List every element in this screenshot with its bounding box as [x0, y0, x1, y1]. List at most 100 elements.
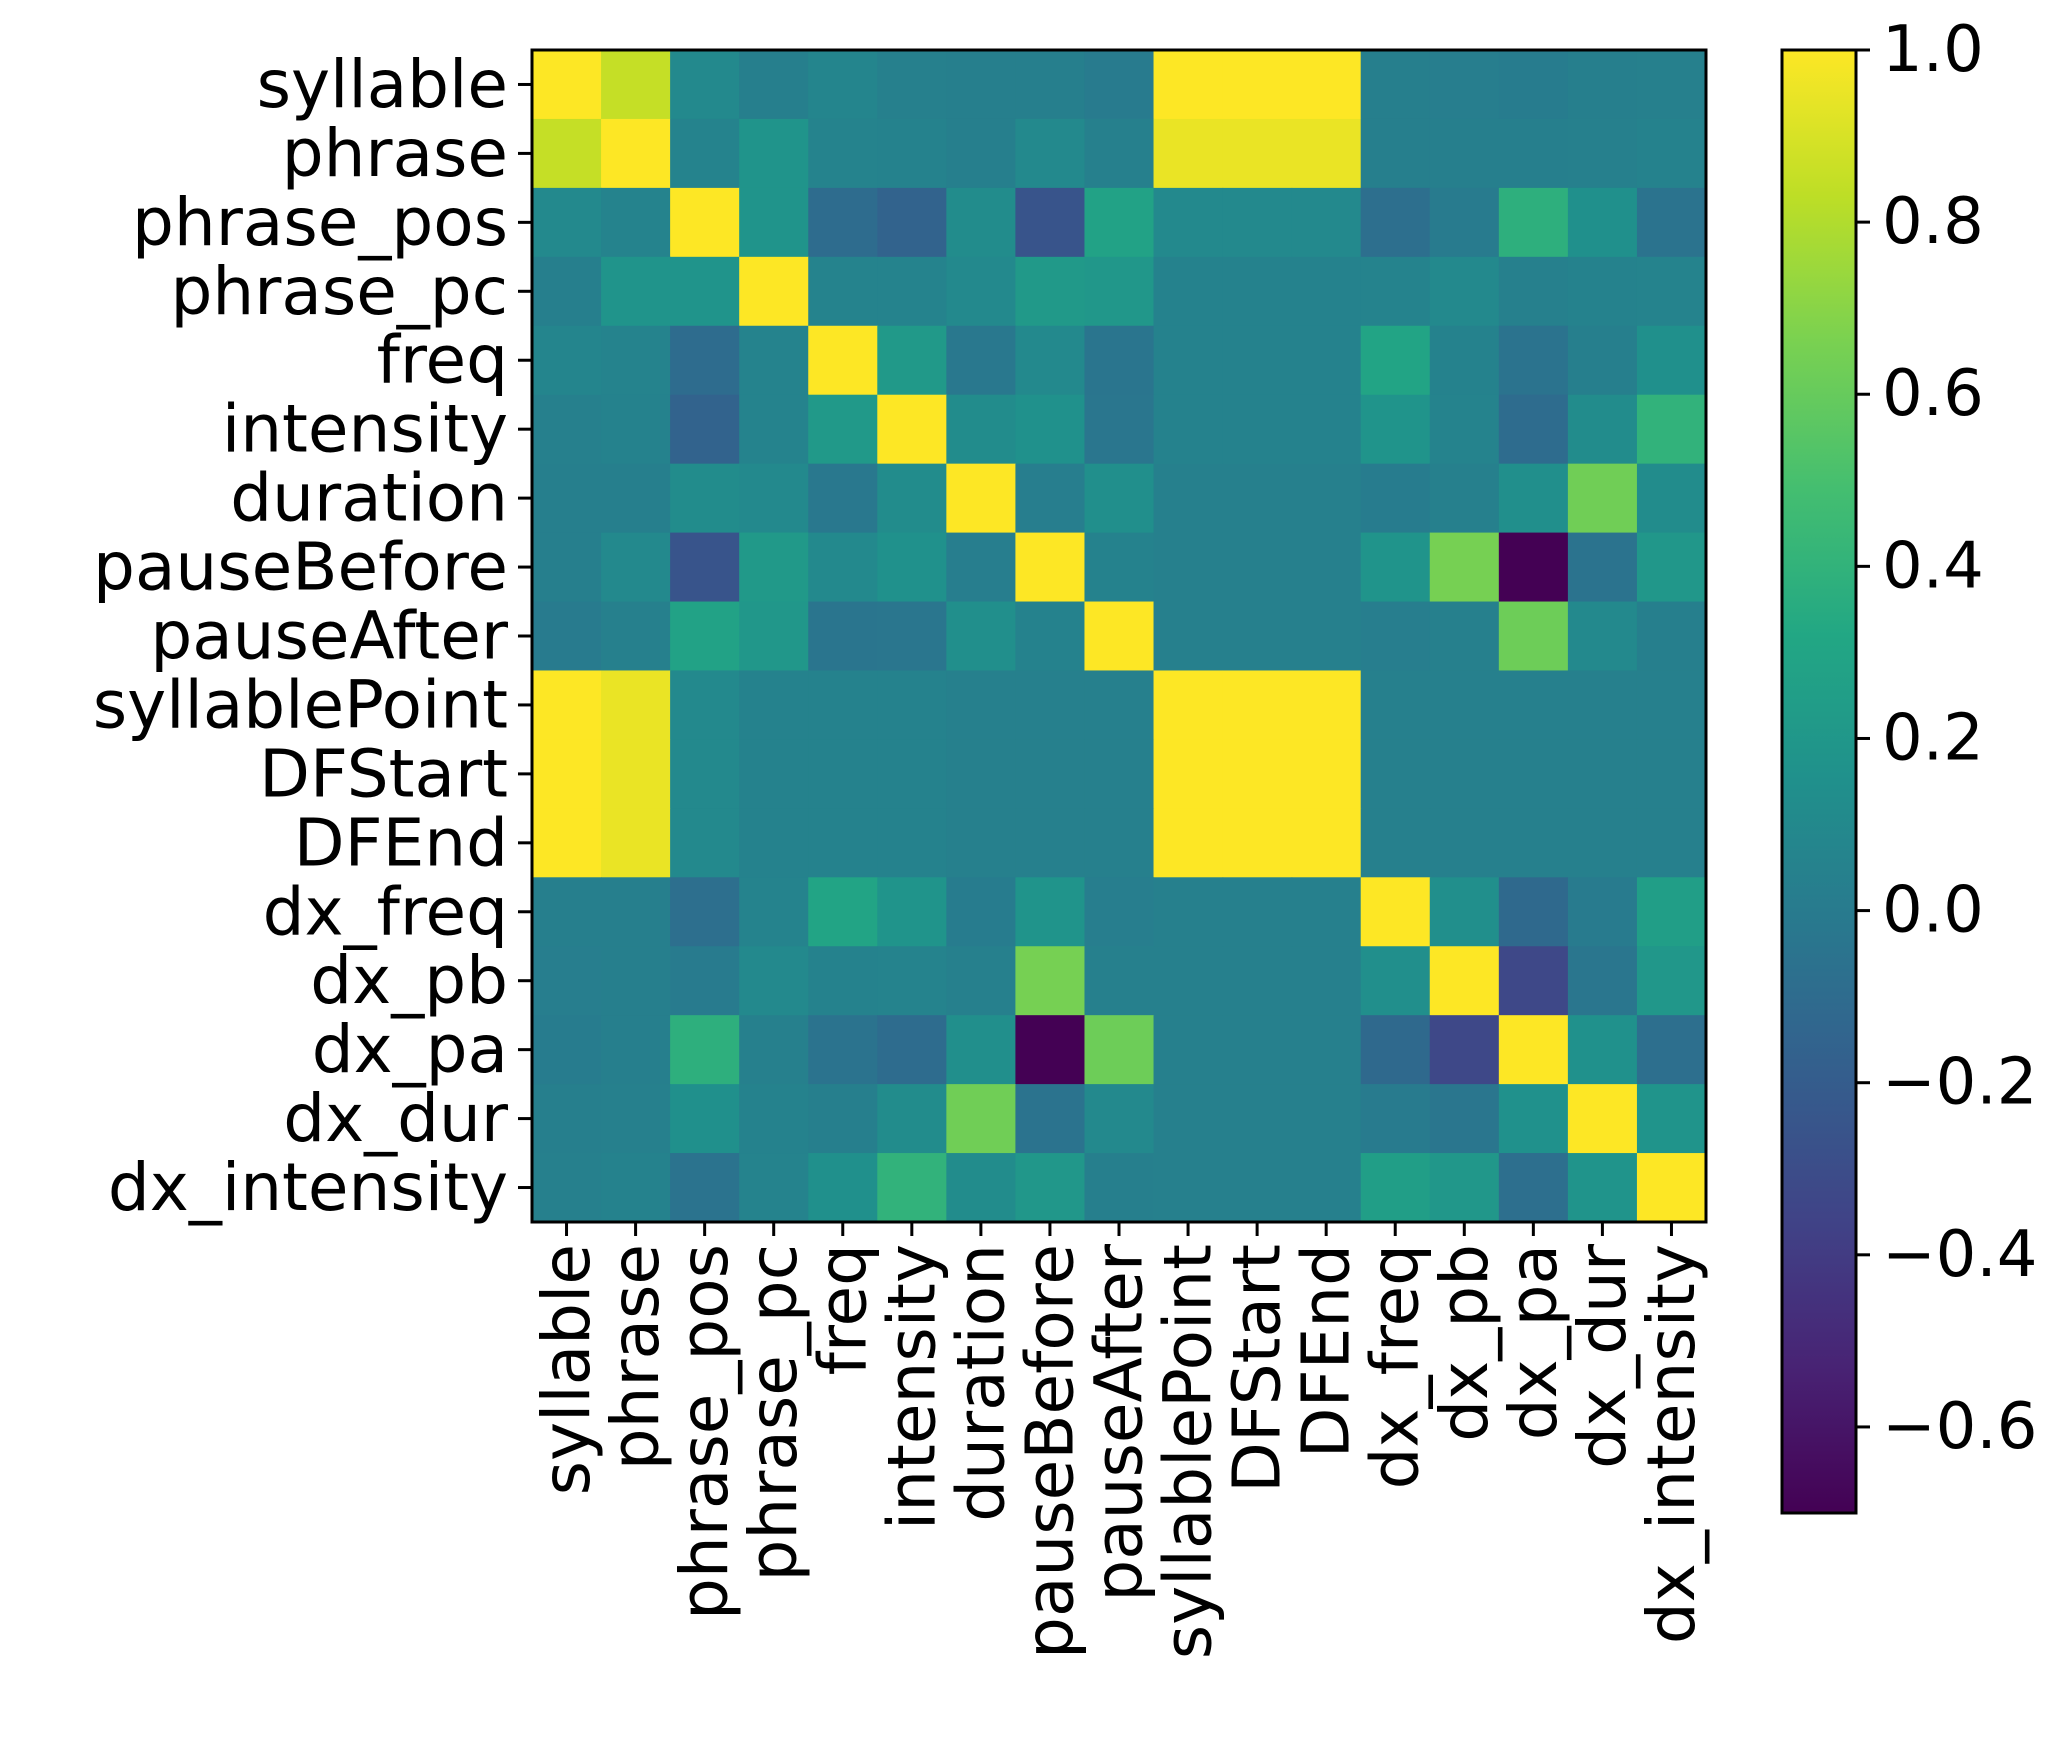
heatmap-cell-syllablePoint-dx_dur: [1567, 670, 1638, 741]
heatmap-cell-DFEnd-phrase: [601, 808, 671, 878]
heatmap-cell-syllablePoint-syllablePoint: [1153, 670, 1224, 741]
heatmap-cell-phrase_pos-dx_dur: [1567, 187, 1638, 258]
heatmap-cell-pauseBefore-pauseBefore: [1015, 532, 1086, 603]
heatmap-cell-DFStart-freq: [808, 739, 878, 809]
column-label: intensity: [873, 1244, 950, 1530]
heatmap-cell-pauseBefore-dx_pa: [1498, 532, 1569, 603]
heatmap-cell-intensity-phrase_pos: [670, 394, 740, 465]
column-label: DFEnd: [1288, 1244, 1365, 1458]
heatmap-cell-freq-phrase_pos: [670, 325, 740, 396]
heatmap-cell-dx_intensity-duration: [946, 1153, 1017, 1223]
column-label: syllablePoint: [1150, 1244, 1227, 1659]
heatmap-cell-dx_pa-DFEnd: [1291, 1015, 1362, 1085]
heatmap-cell-phrase_pc-freq: [808, 256, 878, 327]
heatmap-cell-phrase_pc-phrase: [601, 256, 671, 327]
heatmap-cell-dx_freq-syllablePoint: [1153, 877, 1224, 947]
heatmap-cell-phrase_pc-DFStart: [1222, 256, 1293, 327]
heatmap-cell-pauseAfter-pauseBefore: [1015, 601, 1086, 672]
column-label: pauseBefore: [1011, 1244, 1088, 1659]
heatmap-cell-phrase_pc-phrase_pc: [739, 256, 809, 327]
heatmap-cell-dx_pb-dx_pa: [1498, 946, 1569, 1016]
colorbar-tick-label: 0.4: [1882, 529, 1984, 603]
heatmap-cell-duration-dx_pa: [1498, 463, 1569, 534]
heatmap-cell-dx_freq-phrase: [601, 877, 671, 947]
heatmap-cell-DFEnd-duration: [946, 808, 1017, 878]
heatmap-cell-syllablePoint-dx_freq: [1360, 670, 1431, 741]
heatmap-cell-intensity-phrase_pc: [739, 394, 809, 465]
heatmap-cell-duration-pauseAfter: [1084, 463, 1155, 534]
heatmap-cell-pauseAfter-intensity: [877, 601, 947, 672]
heatmap-cell-intensity-dx_pa: [1498, 394, 1569, 465]
heatmap-cell-syllable-pauseBefore: [1015, 50, 1086, 120]
heatmap-cell-duration-syllablePoint: [1153, 463, 1224, 534]
heatmap-cell-phrase-dx_freq: [1360, 118, 1431, 189]
heatmap-cell-freq-DFEnd: [1291, 325, 1362, 396]
heatmap-cell-dx_pb-syllable: [532, 946, 602, 1016]
heatmap-cell-dx_pb-dx_pb: [1429, 946, 1500, 1016]
column-label: syllable: [528, 1244, 605, 1495]
row-label: syllable: [257, 46, 508, 123]
heatmap-cell-pauseAfter-phrase_pos: [670, 601, 740, 672]
heatmap-cell-phrase_pos-dx_pb: [1429, 187, 1500, 258]
row-label: intensity: [222, 391, 508, 468]
heatmap-cell-dx_dur-DFEnd: [1291, 1084, 1362, 1154]
heatmap-cell-duration-syllable: [532, 463, 602, 534]
heatmap-cell-DFEnd-dx_dur: [1567, 808, 1638, 878]
heatmap-cell-intensity-syllablePoint: [1153, 394, 1224, 465]
row-label: phrase_pc: [171, 253, 508, 330]
heatmap-cell-DFEnd-intensity: [877, 808, 947, 878]
heatmap-cell-dx_pa-intensity: [877, 1015, 947, 1085]
heatmap-cell-intensity-DFEnd: [1291, 394, 1362, 465]
heatmap-cell-dx_dur-dx_dur: [1567, 1084, 1638, 1154]
heatmap-cell-freq-dx_pa: [1498, 325, 1569, 396]
heatmap-cell-pauseAfter-syllablePoint: [1153, 601, 1224, 672]
colorbar-tick-label: 0.6: [1882, 357, 1984, 431]
heatmap-cell-freq-duration: [946, 325, 1017, 396]
heatmap-cell-dx_pb-DFEnd: [1291, 946, 1362, 1016]
heatmap-cell-syllable-phrase_pos: [670, 50, 740, 120]
colorbar-tick-label: 1.0: [1882, 13, 1984, 87]
heatmap-cell-syllablePoint-syllable: [532, 670, 602, 741]
heatmap-cell-dx_pa-phrase_pos: [670, 1015, 740, 1085]
heatmap-cell-dx_pa-phrase_pc: [739, 1015, 809, 1085]
heatmap-cell-phrase_pc-dx_freq: [1360, 256, 1431, 327]
column-label: dx_intensity: [1633, 1244, 1710, 1644]
heatmap-cell-pauseAfter-duration: [946, 601, 1017, 672]
heatmap-cell-freq-dx_freq: [1360, 325, 1431, 396]
heatmap-cell-phrase_pos-syllablePoint: [1153, 187, 1224, 258]
heatmap-cell-pauseAfter-syllable: [532, 601, 602, 672]
heatmap-cell-pauseBefore-dx_dur: [1567, 532, 1638, 603]
heatmap-cell-dx_dur-intensity: [877, 1084, 947, 1154]
heatmap-cell-DFStart-pauseAfter: [1084, 739, 1155, 809]
heatmap-cell-intensity-pauseAfter: [1084, 394, 1155, 465]
heatmap-cell-intensity-duration: [946, 394, 1017, 465]
heatmap-cell-pauseBefore-dx_freq: [1360, 532, 1431, 603]
heatmap-cell-phrase-pauseAfter: [1084, 118, 1155, 189]
heatmap-cell-phrase-phrase_pos: [670, 118, 740, 189]
column-label: dx_dur: [1564, 1243, 1641, 1469]
heatmap-cell-dx_pb-freq: [808, 946, 878, 1016]
heatmap-cell-DFEnd-dx_pa: [1498, 808, 1569, 878]
heatmap-cell-phrase-phrase: [601, 118, 671, 189]
heatmap-cell-dx_dur-syllable: [532, 1084, 602, 1154]
row-label: dx_freq: [263, 873, 508, 950]
heatmap-cell-pauseBefore-DFEnd: [1291, 532, 1362, 603]
heatmap-cell-intensity-DFStart: [1222, 394, 1293, 465]
heatmap-cell-DFEnd-syllablePoint: [1153, 808, 1224, 878]
heatmap-cell-syllablePoint-pauseAfter: [1084, 670, 1155, 741]
heatmap-cell-DFStart-dx_pa: [1498, 739, 1569, 809]
heatmap-cell-dx_intensity-dx_intensity: [1636, 1153, 1707, 1223]
heatmap-cell-pauseAfter-dx_pb: [1429, 601, 1500, 672]
heatmap-cell-dx_pa-pauseBefore: [1015, 1015, 1086, 1085]
heatmap-cells: [532, 50, 1707, 1223]
heatmap-cell-phrase_pos-phrase_pc: [739, 187, 809, 258]
heatmap-cell-pauseBefore-syllable: [532, 532, 602, 603]
heatmap-cell-phrase_pos-dx_intensity: [1636, 187, 1707, 258]
heatmap-cell-syllablePoint-dx_pa: [1498, 670, 1569, 741]
heatmap-cell-phrase_pc-dx_dur: [1567, 256, 1638, 327]
heatmap-cell-DFStart-syllable: [532, 739, 602, 809]
heatmap-cell-phrase_pos-DFStart: [1222, 187, 1293, 258]
heatmap-cell-phrase-dx_intensity: [1636, 118, 1707, 189]
heatmap-cell-dx_dur-dx_pa: [1498, 1084, 1569, 1154]
heatmap-cell-syllable-dx_pb: [1429, 50, 1500, 120]
